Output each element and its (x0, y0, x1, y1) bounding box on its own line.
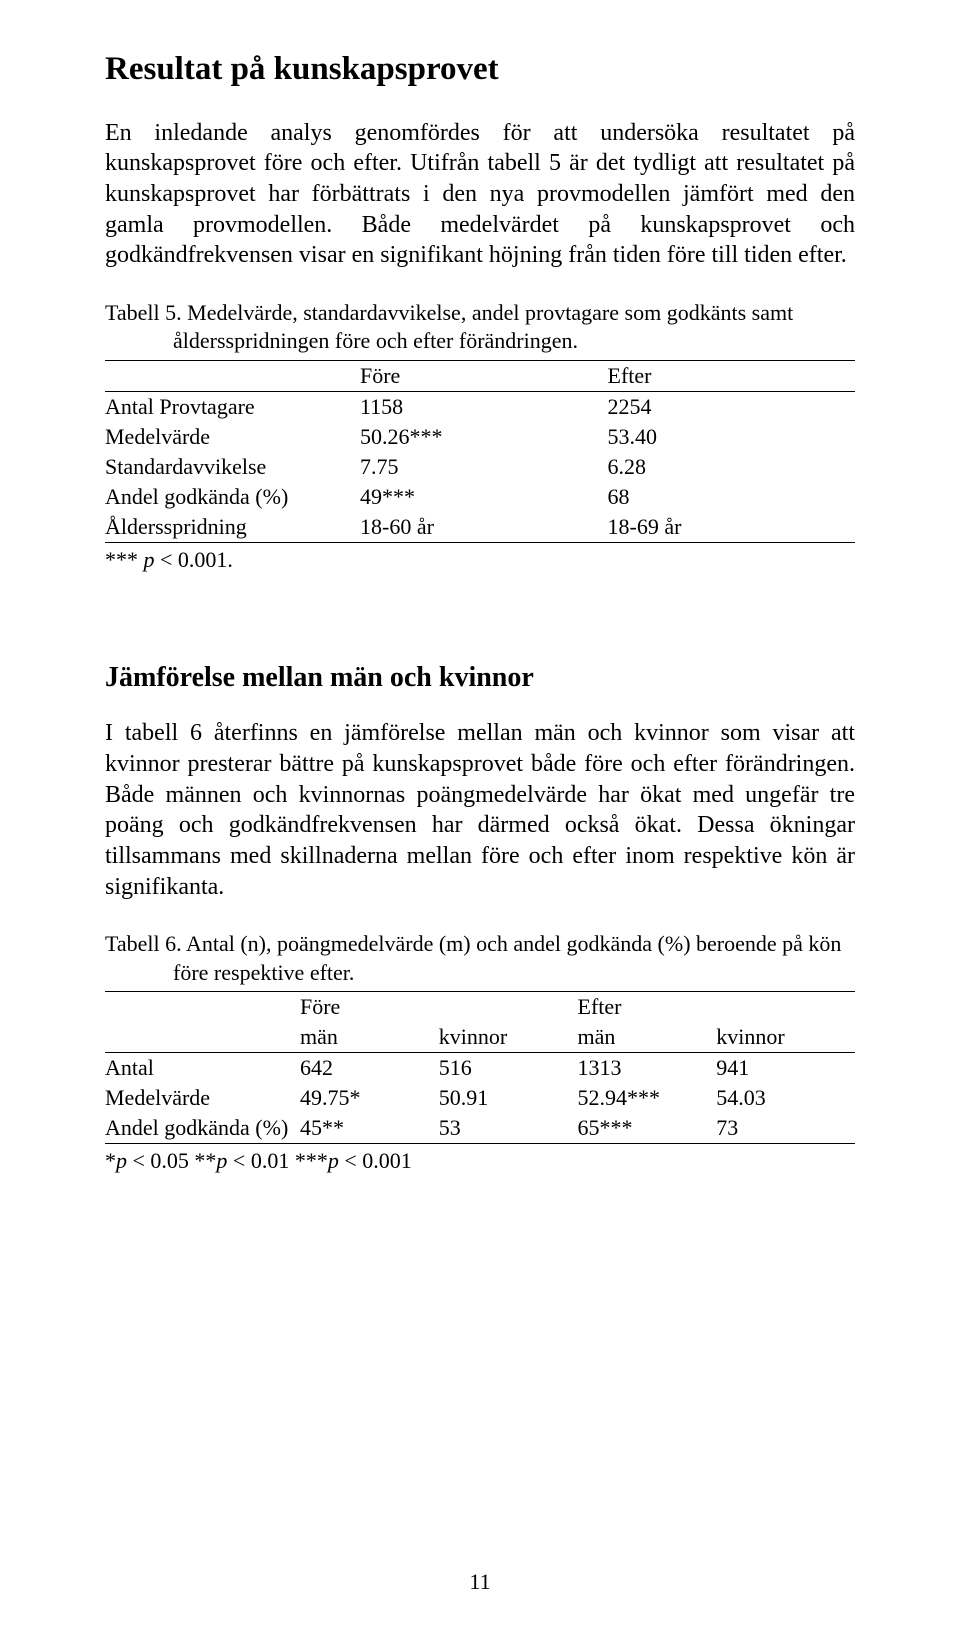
subsection-heading: Jämförelse mellan män och kvinnor (105, 661, 855, 695)
table5-caption: Tabell 5. Medelvärde, standardavvikelse,… (105, 299, 855, 355)
cell-value: 50.26*** (360, 422, 608, 452)
cell-value: 6.28 (608, 452, 856, 482)
cell-value: 65*** (578, 1113, 717, 1144)
cell-label: Andel godkända (%) (105, 482, 360, 512)
footnote-text: < 0.001 (339, 1148, 412, 1173)
table6-group-efter: Efter (578, 991, 856, 1022)
table5-col-efter: Efter (608, 360, 856, 391)
table-row: Medelvärde 49.75* 50.91 52.94*** 54.03 (105, 1083, 855, 1113)
table-row: Andel godkända (%) 49*** 68 (105, 482, 855, 512)
footnote-p-symbol: p (328, 1148, 339, 1173)
table6-sub-man1: män (300, 1022, 439, 1053)
footnote-text: * (105, 1148, 116, 1173)
cell-value: 18-60 år (360, 512, 608, 543)
page-number: 11 (0, 1569, 960, 1595)
cell-value: 1313 (578, 1052, 717, 1083)
footnote-text: < 0.05 ** (127, 1148, 216, 1173)
table6-footnote: *p < 0.05 **p < 0.01 ***p < 0.001 (105, 1148, 855, 1174)
table6: Före Efter män kvinnor män kvinnor Antal… (105, 991, 855, 1144)
cell-label: Medelvärde (105, 1083, 300, 1113)
paragraph-intro: En inledande analys genomfördes för att … (105, 118, 855, 272)
document-page: Resultat på kunskapsprovet En inledande … (0, 0, 960, 1625)
table5-header-row: Före Efter (105, 360, 855, 391)
cell-label: Åldersspridning (105, 512, 360, 543)
table-row: Standardavvikelse 7.75 6.28 (105, 452, 855, 482)
cell-value: 45** (300, 1113, 439, 1144)
table6-sub-kvinnor2: kvinnor (716, 1022, 855, 1053)
table-row: Andel godkända (%) 45** 53 65*** 73 (105, 1113, 855, 1144)
cell-value: 52.94*** (578, 1083, 717, 1113)
cell-value: 7.75 (360, 452, 608, 482)
table-row: Åldersspridning 18-60 år 18-69 år (105, 512, 855, 543)
table6-sub-header-row: män kvinnor män kvinnor (105, 1022, 855, 1053)
cell-value: 2254 (608, 391, 856, 422)
table-row: Antal 642 516 1313 941 (105, 1052, 855, 1083)
cell-value: 1158 (360, 391, 608, 422)
cell-value: 642 (300, 1052, 439, 1083)
cell-label: Antal (105, 1052, 300, 1083)
footnote-p-symbol: p (216, 1148, 227, 1173)
cell-label: Antal Provtagare (105, 391, 360, 422)
footnote-text: < 0.001. (155, 547, 233, 572)
section-heading: Resultat på kunskapsprovet (105, 50, 855, 90)
cell-value: 18-69 år (608, 512, 856, 543)
table6-group-header-row: Före Efter (105, 991, 855, 1022)
table6-sub-kvinnor1: kvinnor (439, 1022, 578, 1053)
cell-value: 53 (439, 1113, 578, 1144)
cell-value: 49.75* (300, 1083, 439, 1113)
cell-value: 68 (608, 482, 856, 512)
table5-footnote: *** p < 0.001. (105, 547, 855, 573)
footnote-text: *** (105, 547, 144, 572)
table6-col-blank (105, 991, 300, 1022)
table6-group-fore: Före (300, 991, 578, 1022)
cell-value: 54.03 (716, 1083, 855, 1113)
cell-value: 516 (439, 1052, 578, 1083)
cell-value: 941 (716, 1052, 855, 1083)
table-row: Medelvärde 50.26*** 53.40 (105, 422, 855, 452)
cell-value: 49*** (360, 482, 608, 512)
paragraph-body: I tabell 6 återfinns en jämförelse mella… (105, 718, 855, 902)
cell-label: Andel godkända (%) (105, 1113, 300, 1144)
footnote-text: < 0.01 *** (227, 1148, 327, 1173)
cell-value: 50.91 (439, 1083, 578, 1113)
cell-value: 73 (716, 1113, 855, 1144)
footnote-p-symbol: p (116, 1148, 127, 1173)
table6-sub-man2: män (578, 1022, 717, 1053)
cell-label: Medelvärde (105, 422, 360, 452)
cell-value: 53.40 (608, 422, 856, 452)
footnote-p-symbol: p (144, 547, 155, 572)
table5-col-fore: Före (360, 360, 608, 391)
table5: Före Efter Antal Provtagare 1158 2254 Me… (105, 360, 855, 543)
table5-col-blank (105, 360, 360, 391)
table6-caption: Tabell 6. Antal (n), poängmedelvärde (m)… (105, 930, 855, 986)
table-row: Antal Provtagare 1158 2254 (105, 391, 855, 422)
cell-label: Standardavvikelse (105, 452, 360, 482)
table6-sub-blank (105, 1022, 300, 1053)
